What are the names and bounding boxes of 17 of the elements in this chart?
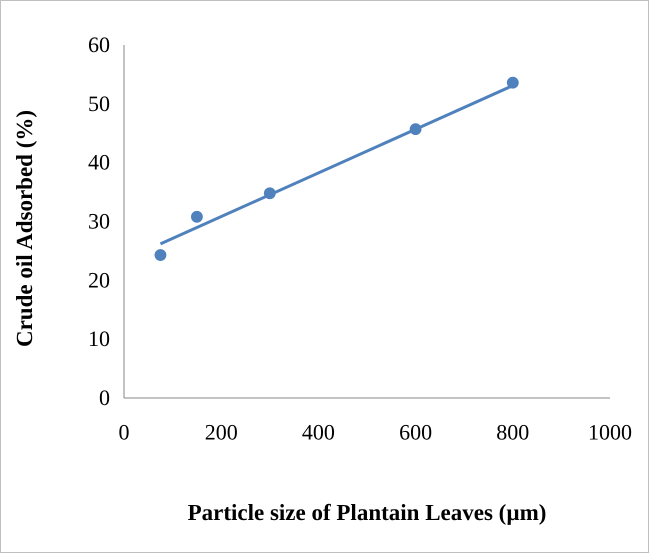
x-tick-label: 800 bbox=[496, 420, 530, 445]
x-tick-label: 400 bbox=[302, 420, 335, 445]
y-tick-label: 40 bbox=[88, 150, 110, 175]
y-tick-label: 0 bbox=[99, 385, 110, 410]
y-tick-label: 30 bbox=[88, 208, 110, 234]
x-tick-label: 0 bbox=[118, 420, 130, 445]
y-axis-title: Crude oil Adsorbed (%) bbox=[12, 110, 37, 348]
y-tick-label: 20 bbox=[88, 267, 110, 292]
x-tick-label: 200 bbox=[204, 420, 238, 445]
point bbox=[190, 210, 203, 223]
y-tick-label: 50 bbox=[88, 90, 110, 116]
x-tick-label: 1000 bbox=[588, 420, 632, 445]
point bbox=[154, 249, 166, 261]
y-tick-label: 10 bbox=[88, 326, 110, 352]
x-axis-title: Particle size of Plantain Leaves (µm) bbox=[188, 500, 546, 525]
x-tick-label: 600 bbox=[399, 420, 432, 445]
y-tick-label: 60 bbox=[88, 32, 110, 58]
